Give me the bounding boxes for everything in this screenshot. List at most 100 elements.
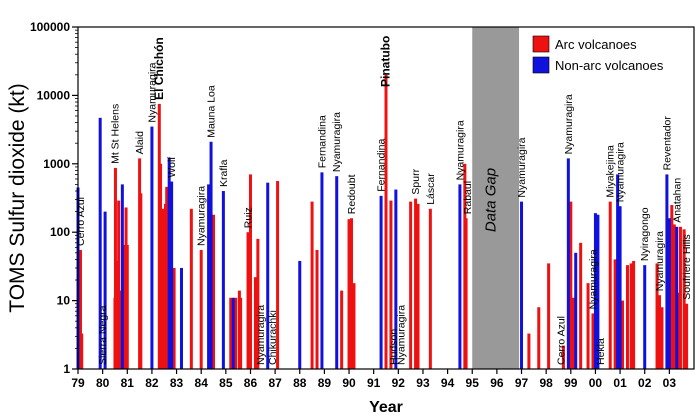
- non-arc-volcano-bar: [103, 211, 107, 369]
- arc-volcano-bar: [384, 74, 388, 369]
- volcano-label: Sierra Negra: [97, 305, 109, 365]
- volcano-label: Nyamuragira: [615, 142, 627, 202]
- volcano-label: Nyamuragira: [255, 305, 267, 365]
- legend-label: Arc volcanoes: [555, 37, 637, 52]
- arc-volcano-bar: [276, 181, 280, 369]
- x-tick-label: 01: [613, 376, 627, 390]
- volcano-label: Nyiragongo: [639, 207, 651, 261]
- bars: [76, 74, 689, 369]
- arc-volcano-bar: [212, 214, 216, 369]
- x-tick-label: 90: [342, 376, 356, 390]
- volcano-label: Chikurachki: [267, 310, 279, 365]
- y-tick-label: 100: [50, 225, 70, 239]
- legend-label: Non-arc volcanoes: [555, 58, 664, 73]
- non-arc-volcano-bar: [150, 126, 154, 369]
- arc-volcano-bar: [625, 265, 629, 369]
- x-tick-label: 83: [170, 376, 184, 390]
- x-tick-label: 81: [121, 376, 135, 390]
- volcano-label: Fernandina: [376, 139, 388, 192]
- arc-volcano-bar: [428, 208, 432, 369]
- arc-volcano-bar: [80, 333, 84, 369]
- non-arc-volcano-bar: [298, 260, 302, 369]
- x-tick-label: 79: [71, 376, 85, 390]
- volcano-label: Rabaul: [462, 181, 474, 214]
- arc-volcano-bar: [621, 300, 625, 369]
- arc-volcano-bar: [389, 200, 393, 369]
- volcano-label: Cerro Azul: [555, 316, 567, 365]
- arc-volcano-bar: [416, 203, 420, 369]
- non-arc-volcano-bar: [120, 184, 124, 369]
- volcano-label: Miyakejima: [605, 145, 617, 198]
- arc-volcano-bar: [414, 198, 418, 369]
- arc-volcano-bar: [660, 307, 664, 369]
- non-arc-volcano-bar: [98, 117, 102, 369]
- arc-volcano-bar: [234, 297, 238, 369]
- non-arc-volcano-bar: [566, 158, 570, 369]
- x-axis: 79 80 81 82 83 84 85 86 87 88 89 90 91 92 93 94 95 96 97 98…: [71, 369, 676, 390]
- non-arc-volcano-bar: [616, 174, 620, 369]
- x-tick-label: 93: [416, 376, 430, 390]
- arc-volcano-bar: [547, 263, 551, 369]
- arc-volcano-bar: [685, 303, 689, 369]
- volcano-label: Reventador: [661, 116, 673, 171]
- arc-volcano-bar: [340, 290, 344, 369]
- volcano-label: Nyamuragira: [196, 186, 208, 246]
- x-tick-label: 87: [268, 376, 282, 390]
- x-tick-label: 00: [589, 376, 603, 390]
- non-arc-volcano-bar: [574, 252, 578, 369]
- volcano-label: Nyamuragira: [654, 231, 666, 291]
- arc-volcano-bar: [561, 345, 565, 369]
- data-gap: Data Gap: [472, 27, 520, 369]
- volcano-label: Alaid: [134, 131, 146, 155]
- arc-volcano-bar: [199, 249, 203, 369]
- non-arc-volcano-bar: [394, 189, 398, 369]
- arc-volcano-bar: [161, 208, 165, 369]
- y-tick-label: 1000: [43, 157, 70, 171]
- arc-volcano-bar: [347, 219, 351, 369]
- x-tick-label: 86: [244, 376, 258, 390]
- x-tick-label: 85: [219, 376, 233, 390]
- x-tick-label: 91: [367, 376, 381, 390]
- volcano-label: Redoubt: [346, 174, 358, 214]
- arc-volcano-bar: [189, 208, 193, 369]
- volcano-label: El Chichón: [152, 37, 166, 100]
- x-tick-label: 96: [490, 376, 504, 390]
- arc-volcano-bar: [253, 277, 257, 369]
- y-tick-label: 10000: [37, 88, 71, 102]
- non-arc-volcano-bar: [643, 265, 647, 369]
- arc-volcano-bar: [591, 313, 595, 369]
- arc-volcano-bar: [125, 245, 129, 369]
- arc-volcano-bar: [569, 201, 573, 369]
- non-arc-volcano-bar: [179, 267, 183, 369]
- arc-volcano-bar: [579, 242, 583, 369]
- arc-volcano-bar: [350, 218, 353, 369]
- arc-volcano-bar: [139, 193, 143, 369]
- volcano-label: Nyamuragira: [454, 120, 466, 180]
- arc-volcano-bar: [629, 263, 633, 369]
- non-arc-volcano-bar: [170, 181, 174, 369]
- non-arc-volcano-bar: [593, 213, 597, 369]
- volcano-label: Pinatubo: [379, 36, 393, 87]
- non-arc-volcano-bar: [335, 176, 339, 369]
- arc-volcano-bar: [113, 167, 117, 369]
- legend: Arc volcanoes Non-arc volcanoes: [532, 35, 664, 74]
- volcano-label: Nyamuragira: [395, 305, 407, 365]
- data-gap-band: [472, 27, 520, 369]
- legend-swatch: [532, 35, 550, 53]
- volcano-label: Ruiz: [243, 207, 255, 228]
- arc-volcano-bar: [658, 295, 661, 369]
- y-tick-label: 1: [63, 362, 70, 376]
- y-axis: 1 10 100 1000 10000 100000: [30, 20, 78, 376]
- x-tick-label: 98: [539, 376, 553, 390]
- x-tick-label: 84: [195, 376, 209, 390]
- non-arc-volcano-bar: [167, 158, 171, 369]
- non-arc-volcano-bar: [207, 184, 211, 369]
- arc-volcano-bar: [159, 229, 163, 369]
- arc-volcano-bar: [670, 204, 674, 369]
- plot-frame: [77, 26, 695, 370]
- y-axis-title: TOMS Sulfur dioxide (kt): [6, 83, 29, 313]
- volcano-label: Spurr: [410, 168, 422, 194]
- arc-volcano-bar: [678, 226, 682, 369]
- volcano-label: Anatahan: [671, 178, 683, 223]
